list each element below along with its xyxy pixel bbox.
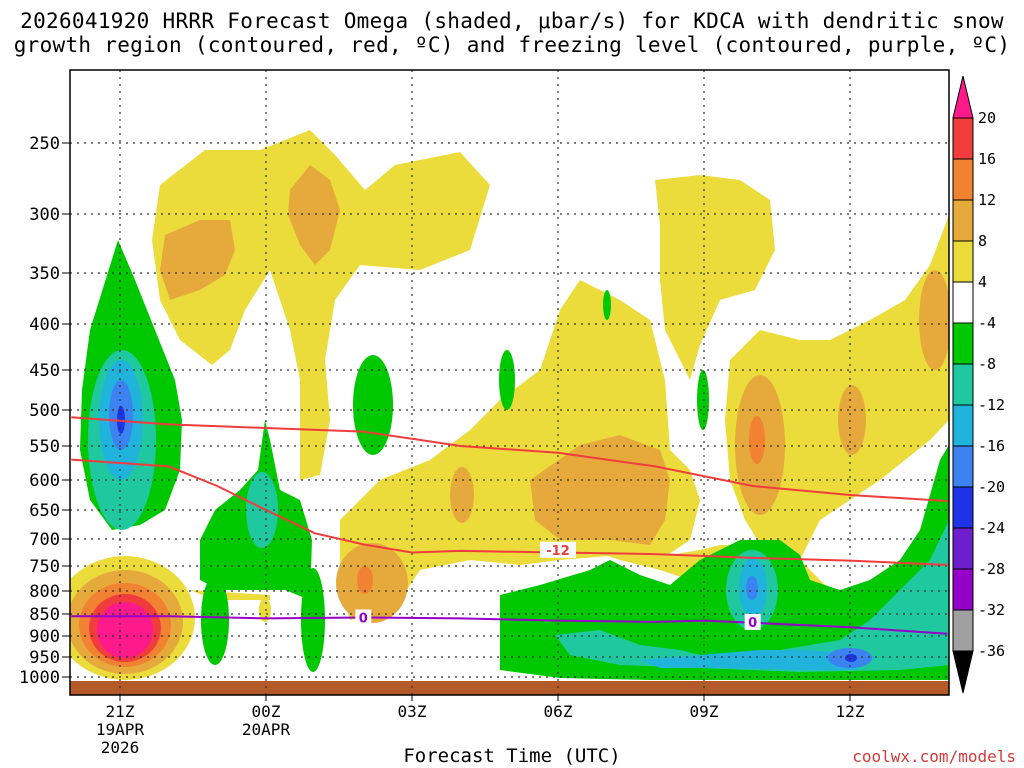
colorbar-label--24: -24: [978, 519, 1005, 537]
colorbar-label--4: -4: [978, 314, 996, 332]
chart-title-line2: growth region (contoured, red, ºC) and f…: [13, 33, 1011, 57]
contour-label-bg: [744, 613, 761, 630]
ascent-8-0700z: [603, 290, 611, 320]
ascent-24-12z: [845, 654, 857, 662]
y-tick-label-650: 650: [29, 501, 60, 521]
contour-label-bg: [540, 541, 576, 558]
descent-8-mid-12z: [838, 385, 866, 455]
colorbar-label--16: -16: [978, 437, 1005, 455]
x-tick-label-09Z: 09Z: [690, 702, 719, 721]
chart-title-line1: 2026041920 HRRR Forecast Omega (shaded, …: [20, 9, 1004, 33]
contour-label-1: 0: [359, 612, 368, 627]
x-tick-label-06Z: 06Z: [544, 702, 573, 721]
y-tick-label-850: 850: [29, 605, 60, 625]
ascent-8-0500z: [499, 350, 515, 410]
ascent-8-0900z: [697, 370, 709, 430]
x-tick-label-21Z: 21Z: [106, 702, 135, 721]
y-tick-label-250: 250: [29, 134, 60, 154]
colorbar-swatch-9: [952, 445, 974, 488]
contour-freezing-level: [71, 615, 948, 635]
y-tick-label-350: 350: [29, 264, 60, 284]
descent-right: [725, 215, 949, 590]
y-tick-label-800: 800: [29, 582, 60, 602]
x-axis-title: Forecast Time (UTC): [403, 745, 621, 767]
colorbar-label-20: 20: [978, 109, 996, 127]
descent-12-low-03z: [357, 566, 373, 594]
colorbar-swatch-5: [952, 281, 974, 324]
descent-8-right: [919, 270, 949, 370]
y-tick-label-550: 550: [29, 437, 60, 457]
colorbar-label--32: -32: [978, 601, 1005, 619]
colorbar-label-16: 16: [978, 150, 996, 168]
colorbar-swatch-1: [952, 117, 974, 160]
colorbar-label-4: 4: [978, 273, 987, 291]
y-tick-label-500: 500: [29, 401, 60, 421]
colorbar-swatch-6: [952, 322, 974, 365]
ascent-12-low-06z: [555, 520, 949, 672]
x-tick-date: 19APR: [96, 720, 145, 739]
colorbar-label-12: 12: [978, 191, 996, 209]
surface-strip: [70, 681, 949, 695]
descent-upper-center: [655, 175, 775, 380]
colorbar-swatch-2: [952, 158, 974, 201]
colorbar-top-arrow: [952, 75, 974, 119]
colorbar-label--36: -36: [978, 642, 1005, 660]
x-tick-label-12Z: 12Z: [836, 702, 865, 721]
colorbar-swatch-7: [952, 363, 974, 406]
descent-8-upper-left: [160, 220, 235, 300]
descent-8-upper-mid: [288, 165, 340, 265]
descent-12-mid-10z: [749, 416, 765, 464]
descent-8-mid-06z: [530, 435, 670, 545]
colorbar-label--12: -12: [978, 396, 1005, 414]
y-tick-label-400: 400: [29, 315, 60, 335]
y-tick-label-700: 700: [29, 530, 60, 550]
colorbar-swatch-4: [952, 240, 974, 283]
ascent-8-0100z: [301, 568, 325, 672]
y-tick-label-750: 750: [29, 557, 60, 577]
x-tick-date: 20APR: [242, 720, 291, 739]
colorbar-label--28: -28: [978, 560, 1005, 578]
descent-20-low-21z: [97, 602, 153, 658]
x-tick-label-03Z: 03Z: [398, 702, 427, 721]
colorbar-swatch-3: [952, 199, 974, 242]
colorbar-swatch-8: [952, 404, 974, 447]
colorbar-swatch-10: [952, 486, 974, 529]
colorbar-label--20: -20: [978, 478, 1005, 496]
descent-sliver: [190, 590, 270, 600]
y-tick-label-950: 950: [29, 648, 60, 668]
y-tick-label-900: 900: [29, 627, 60, 647]
ascent-8-0200z: [353, 355, 393, 455]
ascent-12-00z: [246, 472, 278, 548]
y-tick-label-1000: 1000: [19, 668, 60, 688]
x-tick-year: 2026: [101, 738, 140, 757]
colorbar-swatch-12: [952, 568, 974, 611]
ascent-16-lowlevel: [640, 650, 875, 670]
y-tick-label-600: 600: [29, 471, 60, 491]
descent-upper-left: [152, 130, 490, 480]
colorbar-swatch-11: [952, 527, 974, 570]
contour-label-0: -12: [546, 544, 570, 559]
y-tick-label-300: 300: [29, 205, 60, 225]
plot-frame: [69, 69, 950, 696]
colorbar-label-8: 8: [978, 232, 987, 250]
descent-small-00z: [259, 598, 271, 622]
contour-label-bg: [355, 609, 372, 626]
contour-dgz-lower: [71, 458, 948, 566]
ascent-20-10z: [746, 576, 758, 600]
y-tick-label-450: 450: [29, 361, 60, 381]
contour-dgz-upper: [71, 416, 948, 502]
ascent-8-2300z: [201, 575, 229, 665]
contour-label-2: 0: [748, 616, 757, 631]
credit-text: coolwx.com/models: [852, 747, 1016, 766]
colorbar-bottom-arrow: [952, 650, 974, 694]
colorbar-swatch-13: [952, 609, 974, 652]
x-tick-label-00Z: 00Z: [252, 702, 281, 721]
descent-8-mid-03z: [450, 467, 474, 523]
colorbar-label--8: -8: [978, 355, 996, 373]
